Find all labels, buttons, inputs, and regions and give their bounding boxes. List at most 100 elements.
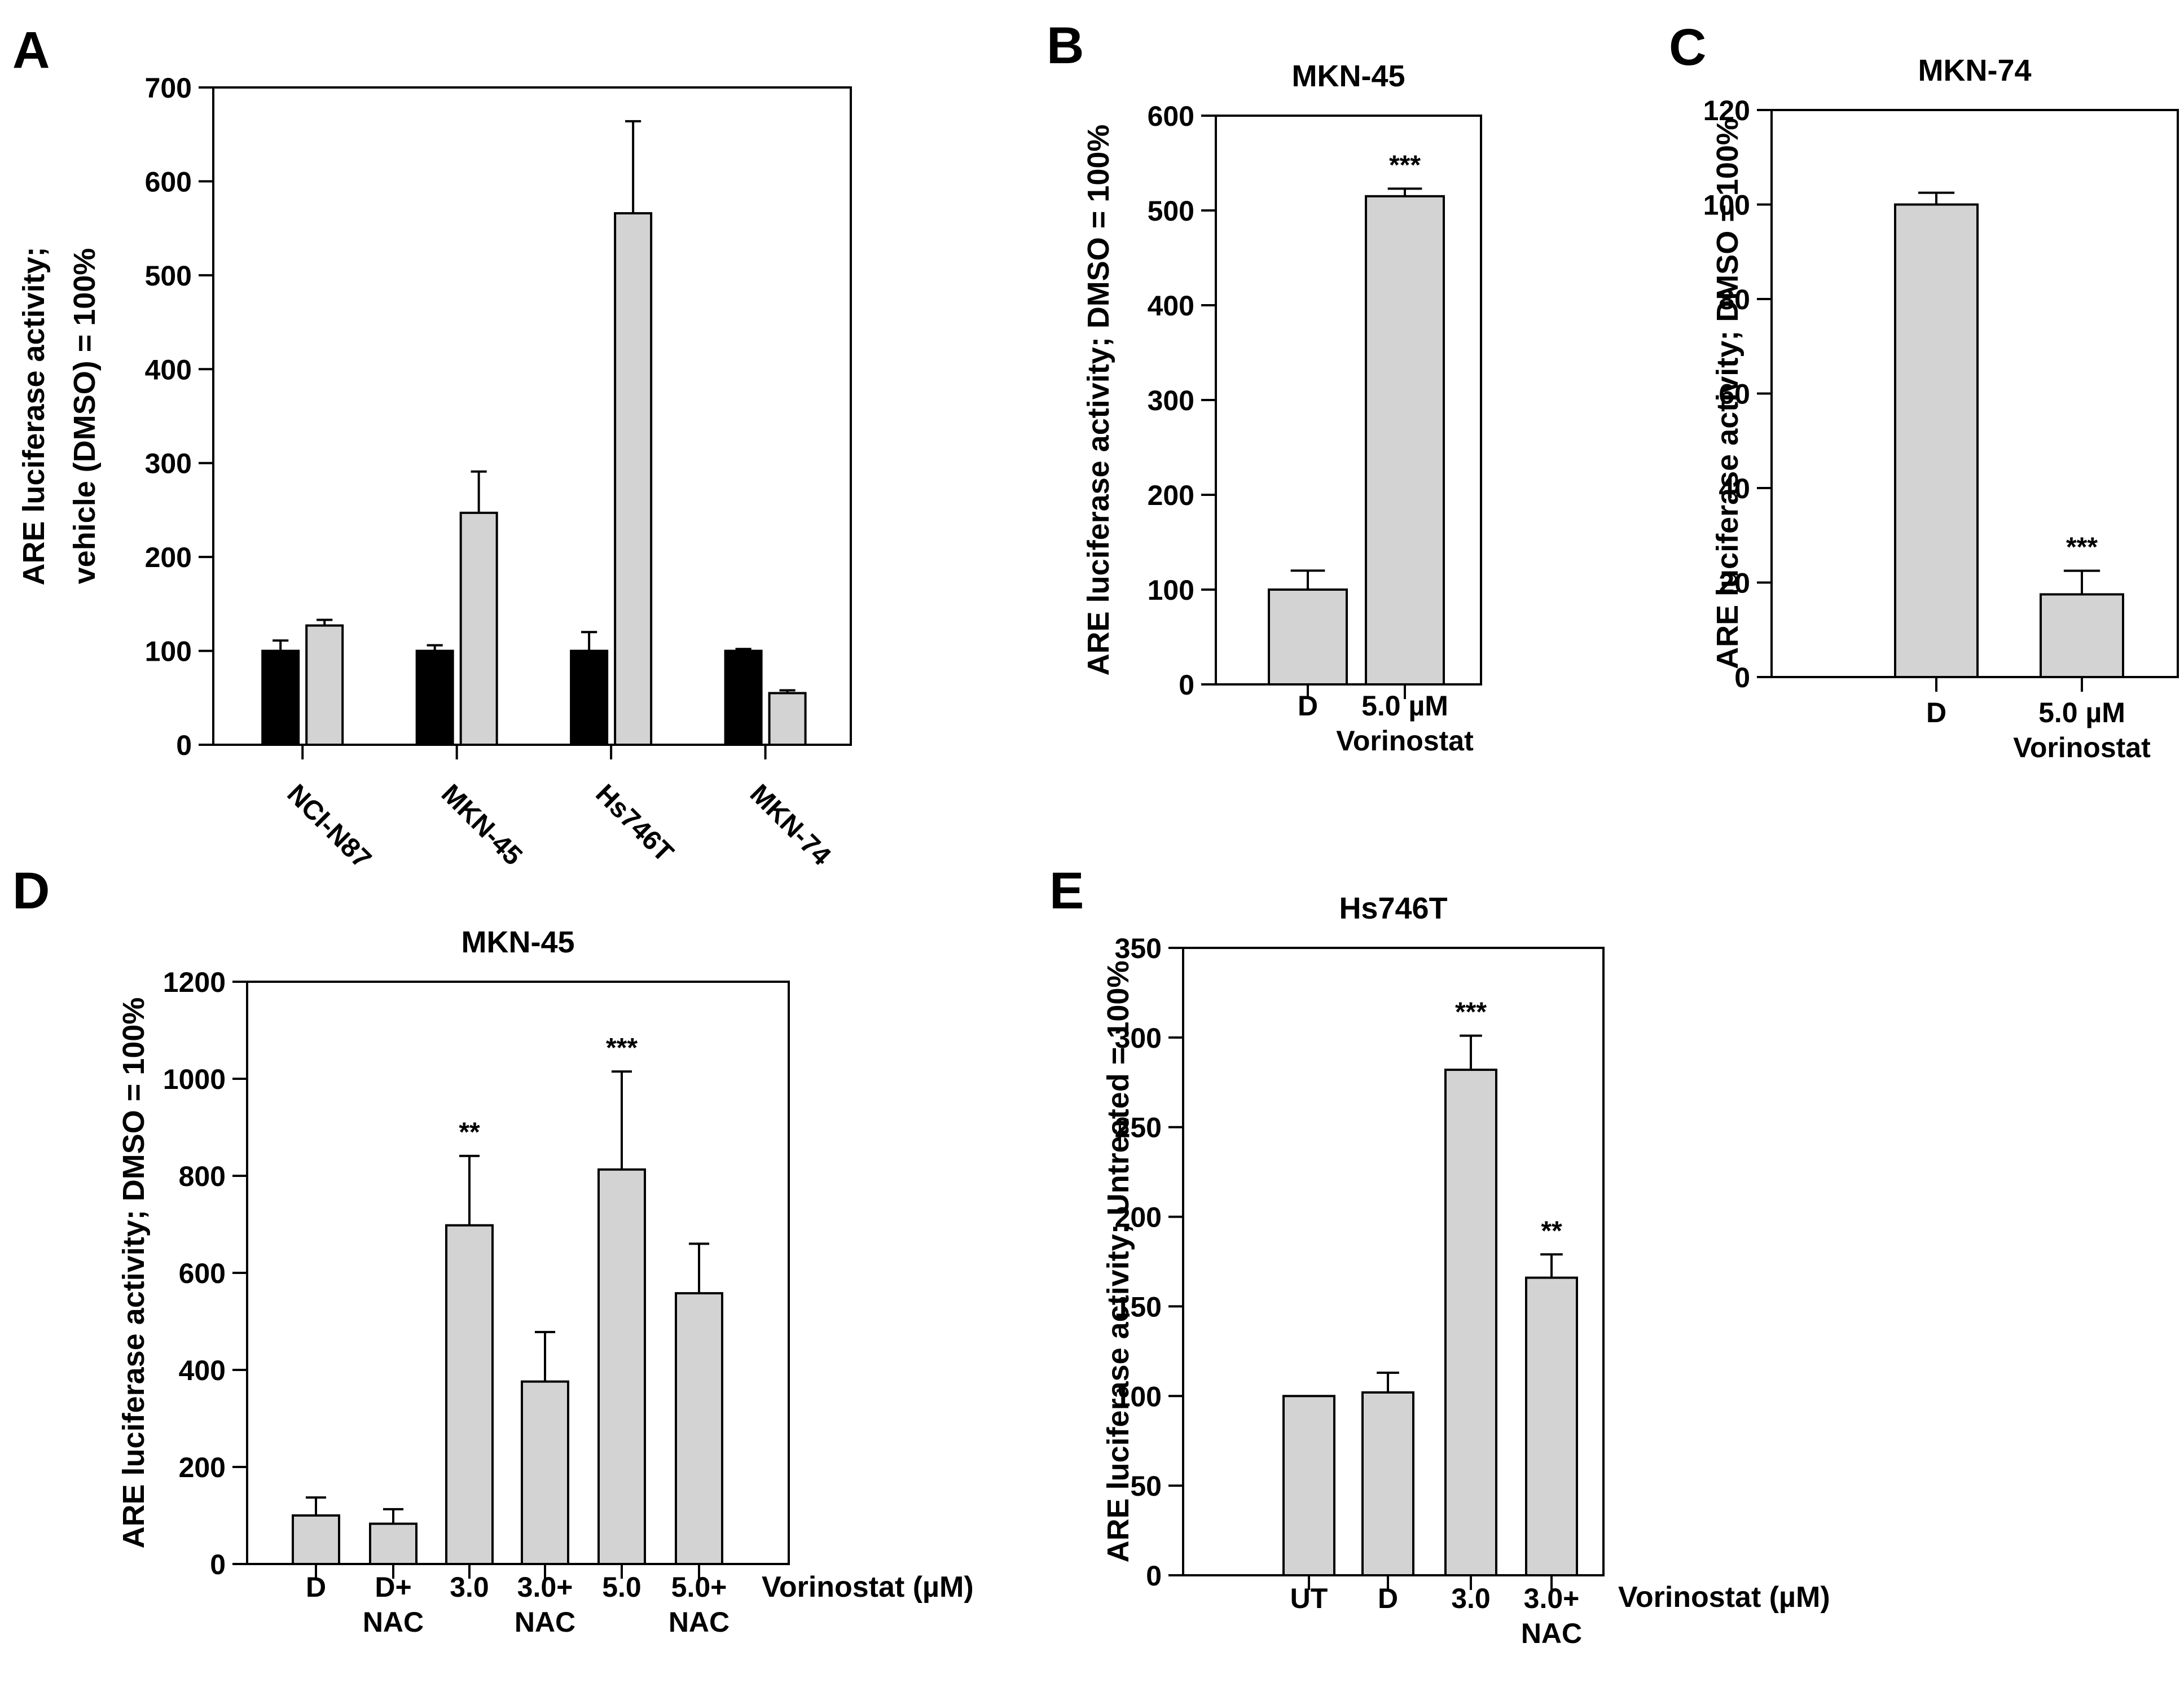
x-category-label-c-1-line-0: 5.0 µM xyxy=(2038,697,2125,728)
x-category-label-d-2: 3.0 xyxy=(450,1571,489,1603)
panel-letter-e: E xyxy=(1049,862,1084,920)
x-axis-label-d: Vorinostat (µM) xyxy=(762,1571,974,1603)
y-tick-label-b-1: 100 xyxy=(1148,574,1194,606)
x-category-label-e-2: 3.0 xyxy=(1451,1583,1491,1614)
significance-marker-c-1: *** xyxy=(2066,533,2098,563)
bar-e-0 xyxy=(1282,1395,1335,1576)
y-tick-label-c-4: 80 xyxy=(1719,284,1750,315)
significance-marker-e-2: *** xyxy=(1455,998,1487,1027)
bar-b-1 xyxy=(1365,195,1445,686)
bar-e-1 xyxy=(1361,1391,1414,1576)
x-category-label-e-0: UT xyxy=(1290,1583,1328,1614)
x-category-label-a-3: MKN-74 xyxy=(744,779,837,871)
x-category-label-b-1-line-0: 5.0 µM xyxy=(1361,690,1448,722)
panel-letter-c: C xyxy=(1669,19,1706,76)
y-tick-label-b-6: 600 xyxy=(1148,100,1194,132)
x-category-label-c-0: D xyxy=(1926,697,1946,728)
y-tick-label-a-3: 300 xyxy=(145,448,192,480)
y-tick-label-e-1: 50 xyxy=(1130,1470,1162,1502)
y-tick-label-d-6: 1200 xyxy=(163,966,226,998)
panel-letter-d: D xyxy=(12,862,50,920)
y-tick-label-a-5: 500 xyxy=(145,260,192,292)
y-tick-label-d-3: 600 xyxy=(179,1258,226,1289)
bar-d-1 xyxy=(369,1522,418,1566)
y-axis-label-e: ARE luciferase activity; Untreated = 100… xyxy=(1101,961,1135,1563)
bar-a-mkn-45-dmso xyxy=(415,649,454,746)
y-tick-label-a-2: 200 xyxy=(145,542,192,573)
y-tick-label-b-4: 400 xyxy=(1148,290,1194,322)
x-category-label-d-4: 5.0 xyxy=(602,1571,641,1603)
panel-letter-b: B xyxy=(1047,17,1084,74)
y-tick-label-a-6: 600 xyxy=(145,166,192,197)
panel-letter-a: A xyxy=(12,21,50,79)
x-category-label-e-3-line-1: NAC xyxy=(1521,1618,1582,1649)
y-tick-label-e-5: 250 xyxy=(1115,1112,1162,1144)
chart-title-c: MKN-74 xyxy=(1918,54,2031,87)
y-tick-label-e-7: 350 xyxy=(1115,933,1162,964)
y-tick-label-c-6: 120 xyxy=(1703,95,1750,126)
y-tick-label-b-2: 200 xyxy=(1148,480,1194,511)
x-category-label-c-1-line-1: Vorinostat xyxy=(2013,732,2151,763)
y-tick-label-c-2: 40 xyxy=(1719,473,1750,504)
y-tick-label-b-3: 300 xyxy=(1148,385,1194,416)
y-tick-label-b-0: 0 xyxy=(1179,669,1194,701)
y-tick-label-e-3: 150 xyxy=(1115,1291,1162,1323)
bar-d-4 xyxy=(597,1168,646,1566)
y-axis-label-a-line-1: vehicle (DMSO) = 100% xyxy=(68,248,102,585)
y-tick-label-c-0: 0 xyxy=(1734,662,1750,693)
y-tick-label-b-5: 500 xyxy=(1148,195,1194,227)
significance-marker-e-3: ** xyxy=(1541,1216,1562,1246)
bar-a-mkn-45-vorinostat xyxy=(459,511,498,746)
bar-d-2 xyxy=(445,1224,494,1565)
bar-a-hs746t-vorinostat xyxy=(614,212,653,746)
x-category-label-d-1-line-1: NAC xyxy=(363,1606,424,1638)
y-tick-label-c-3: 60 xyxy=(1719,379,1750,410)
chart-title-b: MKN-45 xyxy=(1291,59,1405,93)
x-category-label-e-1: D xyxy=(1378,1583,1398,1614)
panel-b: B MKN-45 0 100 200 300 400 500 600 ARE luciferase… xyxy=(1047,17,1482,757)
y-axis-label-a-line-0: ARE luciferase activity; xyxy=(17,247,51,585)
x-category-label-a-2: Hs746T xyxy=(590,779,679,868)
bar-c-0 xyxy=(1894,203,1979,678)
plot-frame-a xyxy=(212,86,852,746)
x-category-label-d-5-line-1: NAC xyxy=(669,1606,730,1638)
y-tick-label-e-4: 200 xyxy=(1115,1202,1162,1233)
significance-marker-b-1: *** xyxy=(1389,150,1421,180)
x-category-label-d-3-line-1: NAC xyxy=(515,1606,575,1638)
significance-marker-d-4: *** xyxy=(606,1033,638,1063)
x-category-label-b-1-line-1: Vorinostat xyxy=(1336,725,1474,757)
x-category-label-d-1-line-0: D+ xyxy=(375,1571,411,1603)
bar-d-3 xyxy=(521,1380,569,1565)
x-category-label-a-1: MKN-45 xyxy=(436,779,528,871)
bar-a-nci-n87-dmso xyxy=(261,649,300,746)
y-axis-label-b: ARE luciferase activity; DMSO = 100% xyxy=(1082,125,1115,676)
x-category-label-d-0: D xyxy=(306,1571,326,1603)
y-tick-label-c-5: 100 xyxy=(1703,190,1750,221)
x-category-label-d-3-line-0: 3.0+ xyxy=(517,1571,573,1603)
x-category-label-d-5-line-0: 5.0+ xyxy=(671,1571,727,1603)
chart-title-d: MKN-45 xyxy=(461,925,574,959)
y-axis-label-c: ARE luciferase activity; DMSO = 100% xyxy=(1711,118,1744,669)
y-tick-label-a-4: 400 xyxy=(145,354,192,385)
x-category-label-b-0: D xyxy=(1298,690,1318,722)
y-axis-label-d: ARE luciferase activity; DMSO = 100% xyxy=(117,998,151,1549)
bar-b-0 xyxy=(1268,588,1348,686)
y-tick-label-d-1: 200 xyxy=(179,1452,226,1483)
significance-marker-d-2: ** xyxy=(459,1118,480,1148)
panel-d: D MKN-45 0 200 400 600 800 1000 1200 ARE lucifera… xyxy=(12,862,974,1638)
y-tick-label-d-0: 0 xyxy=(210,1549,226,1580)
bar-a-hs746t-dmso xyxy=(570,649,609,746)
bar-a-mkn-74-dmso xyxy=(724,649,763,746)
y-tick-label-d-2: 400 xyxy=(179,1355,226,1386)
bar-a-mkn-74-vorinostat xyxy=(768,692,807,746)
y-tick-label-a-7: 700 xyxy=(145,72,192,104)
y-tick-label-d-5: 1000 xyxy=(163,1064,226,1095)
bar-e-2 xyxy=(1444,1069,1497,1576)
bar-a-nci-n87-vorinostat xyxy=(305,624,344,746)
panel-a: A 0 100 200 300 400 500 600 700 ARE luciferase ac… xyxy=(12,21,852,875)
y-tick-label-c-1: 20 xyxy=(1719,568,1750,599)
y-tick-label-a-0: 0 xyxy=(176,730,192,761)
y-tick-label-e-6: 300 xyxy=(1115,1022,1162,1054)
